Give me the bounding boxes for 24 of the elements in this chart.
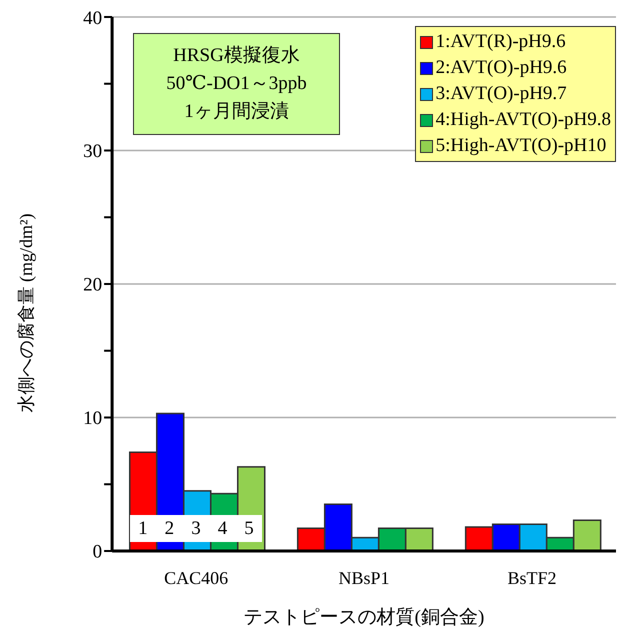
annotation: HRSG模擬復水: [172, 44, 301, 68]
legend-label: 3:AVT(O)-pH9.7: [436, 82, 567, 106]
legend-label: 1:AVT(R)-pH9.6: [436, 30, 566, 54]
annotation: 50℃-DO1～3ppb: [165, 72, 308, 96]
y-tick-label: 30: [83, 141, 102, 162]
legend-label: 4:High-AVT(O)-pH9.8: [436, 108, 611, 132]
y-tick-label: 0: [92, 542, 102, 563]
legend-label: 2:AVT(O)-pH9.6: [436, 56, 567, 80]
x-tick-label: BsTF2: [508, 568, 557, 588]
annotation: 1ヶ月間浸漬: [183, 100, 290, 124]
y-tick-label: 40: [83, 8, 102, 29]
annotation: 3: [190, 517, 202, 541]
annotation: 2: [164, 517, 176, 541]
legend-label: 5:High-AVT(O)-pH10: [436, 134, 606, 158]
y-axis-title: 水側への腐食量 (mg/dm²): [15, 213, 37, 412]
annotation: 4: [216, 517, 228, 541]
y-tick-label: 10: [83, 408, 102, 430]
x-axis-title: テストピースの材質(銅合金): [242, 606, 486, 630]
condition-note-box: HRSG模擬復水 50℃-DO1～3ppb 1ヶ月間浸漬: [133, 33, 340, 135]
annotation: 1: [137, 517, 149, 541]
y-tick-label: 20: [83, 274, 102, 296]
annotation: 5: [243, 517, 255, 541]
x-tick-label: NBsP1: [338, 568, 390, 588]
x-tick-label: CAC406: [164, 568, 228, 588]
